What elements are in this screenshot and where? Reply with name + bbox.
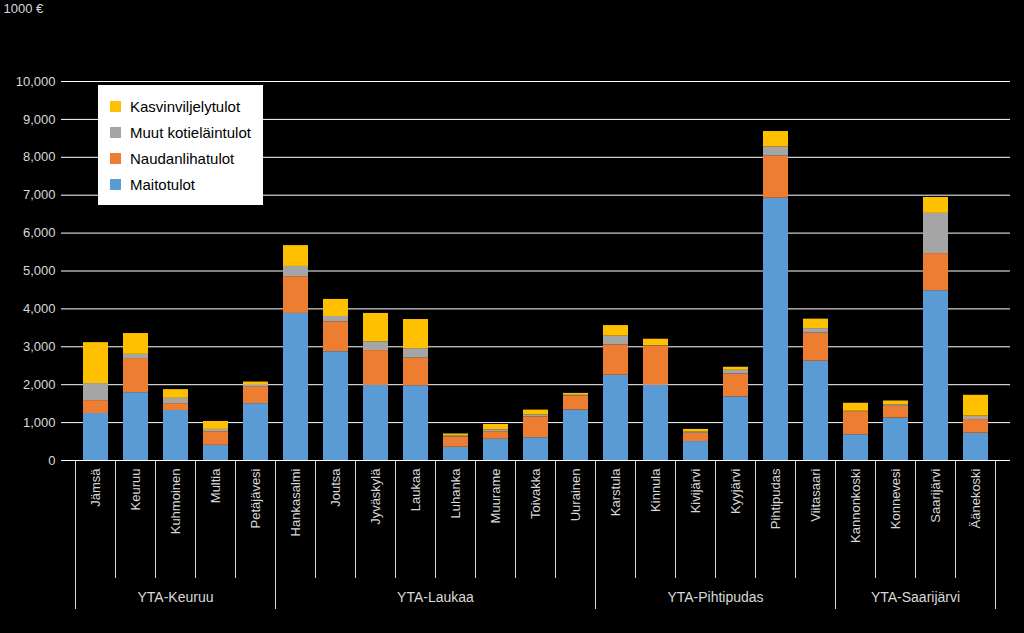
svg-text:Luhanka: Luhanka — [448, 468, 463, 519]
svg-text:Viitasaari: Viitasaari — [808, 468, 823, 521]
svg-text:Äänekoski: Äänekoski — [968, 468, 983, 528]
html-text:Muut kotieläintulot: Muut kotieläintulot — [130, 123, 251, 141]
svg-text:Toivakka: Toivakka — [528, 468, 543, 519]
svg-text:Keuruu: Keuruu — [128, 469, 143, 511]
svg-text:YTA-Saarijärvi: YTA-Saarijärvi — [871, 589, 960, 605]
svg-text:Muurame: Muurame — [488, 469, 503, 524]
svg-text:Jyväskylä: Jyväskylä — [368, 468, 383, 525]
svg-text:Laukaa: Laukaa — [408, 468, 423, 511]
svg-text:1000 €: 1000 € — [4, 1, 45, 16]
svg-text:2,000: 2,000 — [23, 377, 56, 392]
svg-text:6,000: 6,000 — [23, 225, 56, 240]
svg-text:Hankasalmi: Hankasalmi — [288, 468, 303, 536]
svg-text:Karstula: Karstula — [608, 468, 623, 516]
svg-text:3,000: 3,000 — [23, 339, 56, 354]
svg-text:Kannonkoski: Kannonkoski — [848, 468, 863, 543]
svg-text:Pihtipudas: Pihtipudas — [768, 468, 783, 529]
svg-text:Petäjävesi: Petäjävesi — [248, 468, 263, 528]
html-text:Maitotulot: Maitotulot — [130, 175, 195, 193]
svg-text:10,000: 10,000 — [16, 74, 56, 89]
svg-text:8,000: 8,000 — [23, 149, 56, 164]
svg-text:YTA-Pihtipudas: YTA-Pihtipudas — [667, 589, 763, 605]
svg-text:Kivijärvi: Kivijärvi — [688, 468, 703, 513]
svg-text:Jämsä: Jämsä — [88, 468, 103, 507]
svg-text:YTA-Keuruu: YTA-Keuruu — [138, 589, 214, 605]
svg-text:Uurainen: Uurainen — [568, 469, 583, 522]
svg-text:9,000: 9,000 — [23, 112, 56, 127]
svg-text:7,000: 7,000 — [23, 187, 56, 202]
svg-text:Joutsa: Joutsa — [328, 468, 343, 507]
html-text:Naudanlihatulot: Naudanlihatulot — [130, 149, 235, 167]
svg-text:5,000: 5,000 — [23, 263, 56, 278]
svg-text:Kinnula: Kinnula — [648, 468, 663, 512]
svg-text:YTA-Laukaa: YTA-Laukaa — [397, 589, 474, 605]
svg-text:Kuhmoinen: Kuhmoinen — [168, 469, 183, 535]
svg-text:Saarijärvi: Saarijärvi — [928, 468, 943, 522]
html-text:Kasvinviljelytulot: Kasvinviljelytulot — [130, 97, 240, 115]
svg-text:Kyyjärvi: Kyyjärvi — [728, 468, 743, 514]
svg-text:1,000: 1,000 — [23, 415, 56, 430]
svg-text:0: 0 — [48, 453, 55, 468]
svg-text:Konnevesi: Konnevesi — [888, 468, 903, 529]
svg-text:Multia: Multia — [208, 468, 223, 503]
svg-text:4,000: 4,000 — [23, 301, 56, 316]
